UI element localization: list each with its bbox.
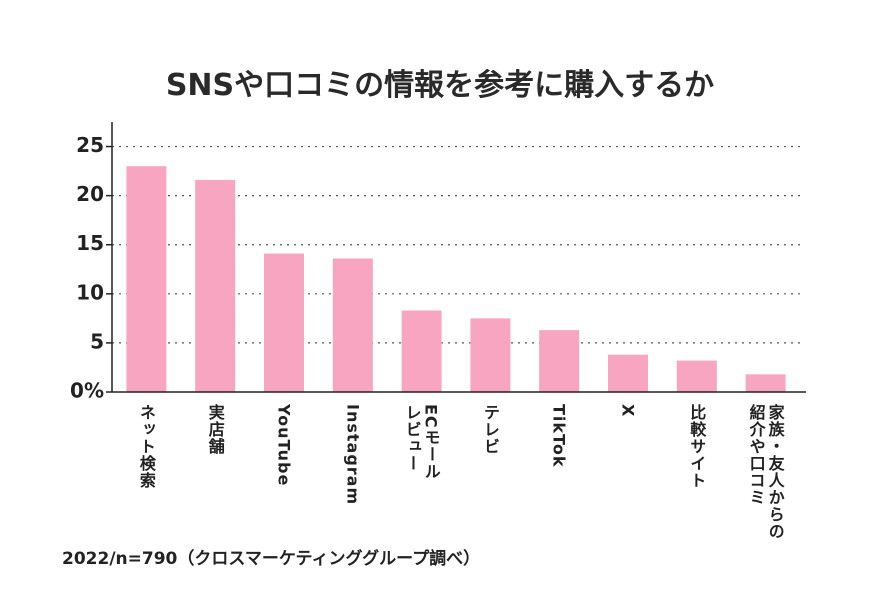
chart-title: SNSや口コミの情報を参考に購入するか: [165, 68, 715, 103]
bar: [195, 179, 236, 392]
bar: [126, 166, 167, 392]
x-tick-label: 家族・友人からの 紹介や口コミ: [746, 404, 785, 540]
y-tick-label: 25: [76, 133, 104, 157]
source-note: 2022/n=790（クロスマーケティンググループ調べ）: [62, 549, 481, 569]
x-tick-label: 実店舗: [205, 404, 225, 455]
bar: [539, 330, 580, 392]
x-tick-label: Instagram: [343, 404, 363, 506]
bar: [745, 374, 786, 392]
bar: [264, 253, 304, 392]
y-tick-label: 20: [76, 182, 104, 206]
x-tick-label: 比較サイト: [687, 404, 707, 489]
x-tick-label: ネット検索: [136, 404, 156, 489]
y-tick-label: 10: [76, 280, 104, 304]
bar: [332, 258, 373, 392]
bar: [401, 310, 442, 392]
bar: [676, 360, 717, 392]
x-tick-label: X: [618, 404, 638, 418]
y-tick-label: 5: [90, 329, 104, 353]
x-tick-label: ECモール レビュー: [402, 404, 441, 480]
x-tick-label: TikTok: [549, 404, 569, 468]
y-tick-label: 0%: [70, 379, 104, 403]
bar: [470, 318, 511, 392]
bar: [608, 354, 648, 392]
y-tick-label: 15: [76, 231, 104, 255]
x-tick-label: テレビ: [480, 404, 500, 455]
x-tick-label: YouTube: [274, 404, 294, 487]
